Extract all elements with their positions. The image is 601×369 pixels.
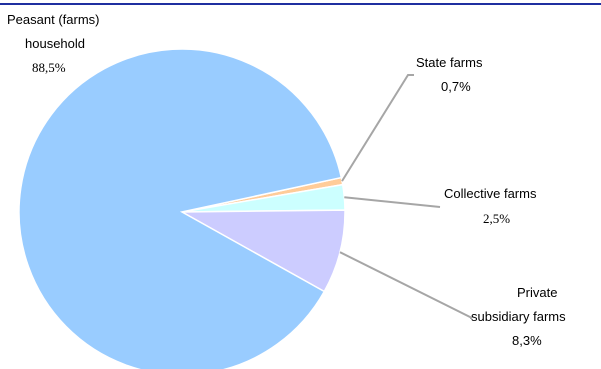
label-state-value: 0,7% [441, 79, 471, 94]
label-private-name-1: Private [517, 285, 557, 300]
leader-line-private [339, 251, 473, 319]
leader-line-collective [344, 196, 441, 208]
label-collective-name: Collective farms [444, 186, 537, 201]
label-private-name-2: subsidiary farms [471, 309, 566, 324]
leader-lines [339, 74, 473, 319]
label-peasant-value: 88,5% [32, 60, 66, 75]
label-peasant-name-1: Peasant (farms) [7, 12, 99, 27]
label-peasant-name-2: household [25, 36, 85, 51]
label-private-value: 8,3% [512, 333, 542, 348]
leader-line-state [341, 74, 414, 182]
label-state-name: State farms [416, 55, 483, 70]
label-collective-value: 2,5% [483, 211, 510, 226]
pie-slice-peasant [18, 48, 343, 369]
pie-slices [18, 48, 346, 369]
